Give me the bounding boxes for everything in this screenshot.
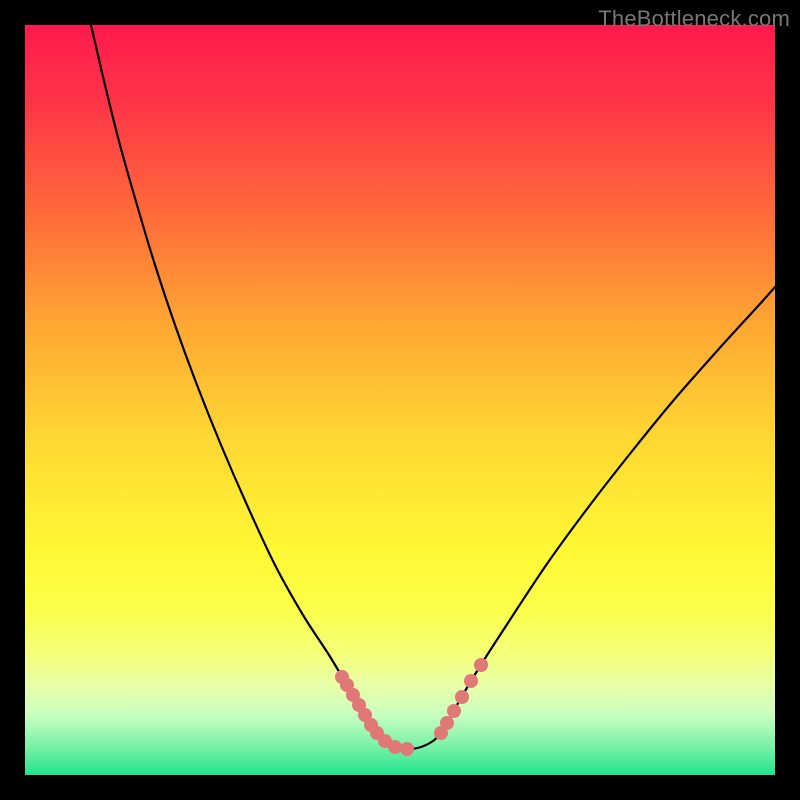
marker-dot xyxy=(464,674,478,688)
marker-dot xyxy=(388,740,402,754)
marker-dot xyxy=(447,704,461,718)
watermark-text: TheBottleneck.com xyxy=(598,6,790,32)
marker-group-right xyxy=(434,658,488,740)
curve-left xyxy=(91,25,377,733)
curve-layer xyxy=(25,25,775,775)
marker-dot xyxy=(455,690,469,704)
marker-dot xyxy=(400,742,414,756)
plot-area xyxy=(25,25,775,775)
marker-dot xyxy=(474,658,488,672)
marker-dot xyxy=(440,716,454,730)
marker-group-left xyxy=(335,670,414,756)
curve-right xyxy=(441,287,775,733)
chart-frame: TheBottleneck.com xyxy=(0,0,800,800)
